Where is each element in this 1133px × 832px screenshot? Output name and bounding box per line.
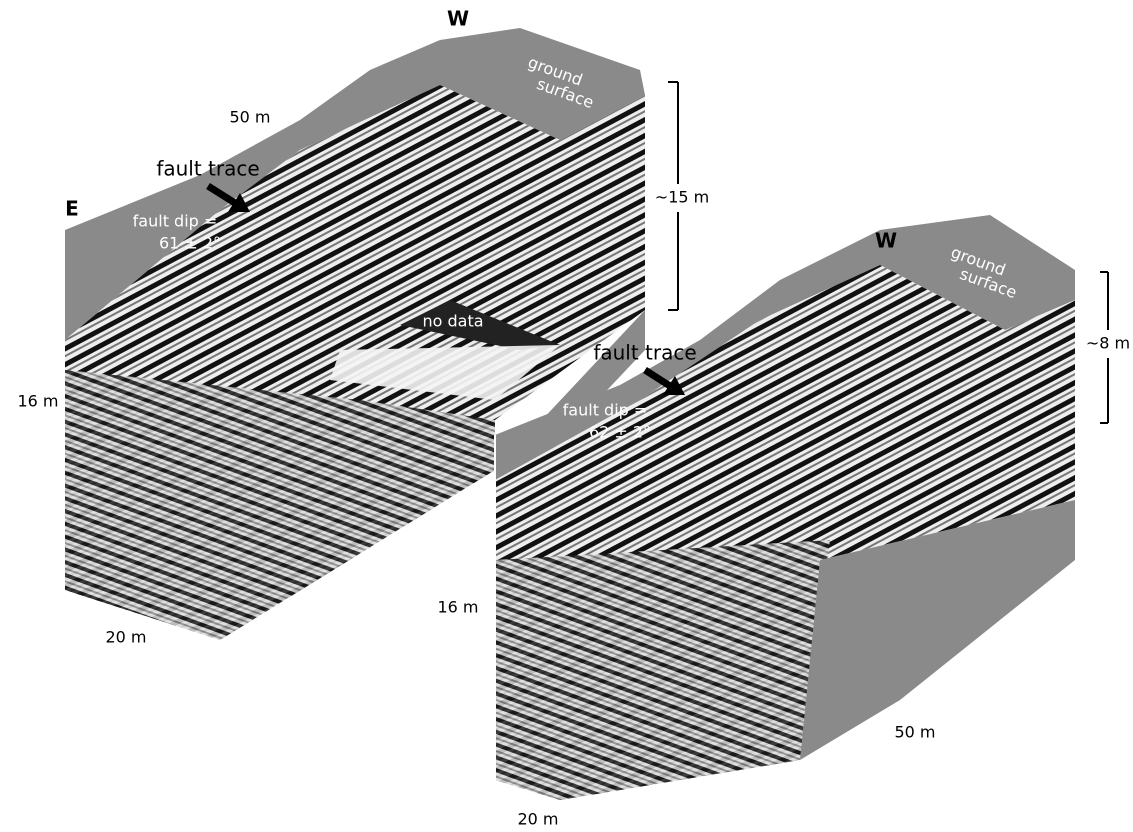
fault-trace-label: fault trace [593,341,696,365]
figure: W E ground surface 50 m fault trace faul… [0,0,1133,832]
direction-label: W [875,229,897,253]
no-data-label: no data [422,312,483,331]
height-label: ~8 m [1086,334,1130,353]
height-label: ~15 m [655,188,709,207]
depth-label: 16 m [437,598,478,617]
fault-dip-label: fault dip = [563,401,648,420]
fault-dip-label: fault dip = [133,212,218,231]
width-label: 20 m [105,628,146,647]
length-label: 50 m [894,723,935,742]
scale-label: 50 m [229,108,270,127]
fault-trace-label: fault trace [156,157,259,181]
direction-label: W [447,7,469,31]
direction-label: E [65,197,79,221]
depth-label: 16 m [17,392,58,411]
fault-dip-label: 61 ± 2° [159,234,221,253]
width-label: 20 m [517,810,558,829]
fault-dip-label: 62 ± 2° [589,423,651,442]
